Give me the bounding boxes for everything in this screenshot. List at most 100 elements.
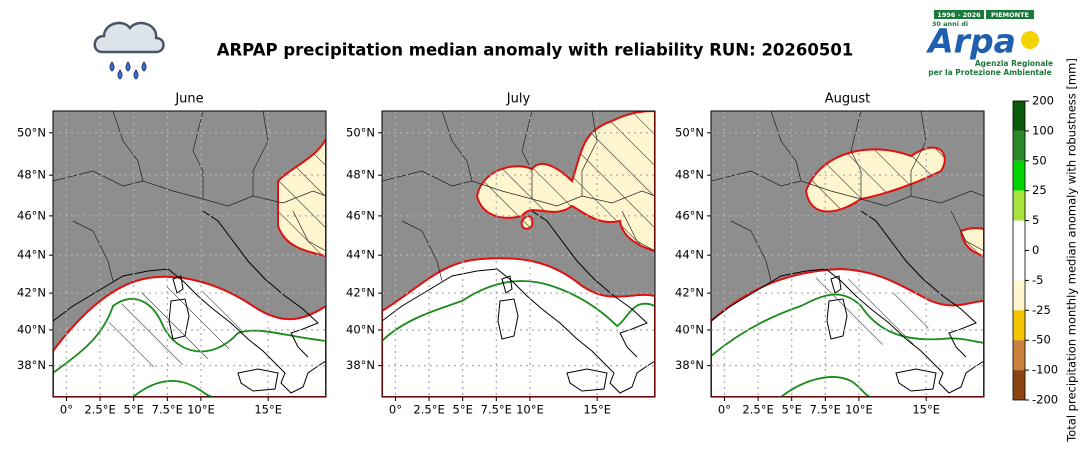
logo: 1996 - 2026 PIEMONTE 30 anni di Arpa Age… bbox=[925, 10, 1053, 77]
lat-tick-label: 46°N bbox=[346, 208, 375, 222]
map-frame bbox=[381, 110, 656, 398]
colorbar-tick-label: -100 bbox=[1032, 363, 1058, 377]
panel-title: July bbox=[506, 92, 531, 107]
lon-tick-label: 15°E bbox=[254, 403, 282, 417]
lat-tick-label: 50°N bbox=[17, 125, 46, 139]
panel-title: June bbox=[174, 92, 203, 107]
colorbar-tick-label: 5 bbox=[1032, 213, 1039, 227]
colorbar-tick-label: 0 bbox=[1032, 243, 1039, 257]
lat-tick-label: 46°N bbox=[675, 208, 704, 222]
hatched-area bbox=[806, 147, 945, 212]
lat-tick-label: 48°N bbox=[17, 168, 46, 182]
colorbar-tick-label: -5 bbox=[1032, 273, 1043, 287]
colorbar-segment bbox=[1013, 220, 1025, 251]
colorbar-segment bbox=[1013, 250, 1025, 281]
map-panel: July 50°N 48°N 46°N 44°N 42°N 40°N 38°N 0° 2.5°E 5… bbox=[346, 92, 656, 417]
logo-region: PIEMONTE bbox=[991, 11, 1029, 19]
panel-title: August bbox=[825, 92, 871, 107]
colorbar-tick-label: 200 bbox=[1032, 94, 1054, 108]
lat-tick-label: 50°N bbox=[675, 125, 704, 139]
lat-tick-label: 40°N bbox=[346, 322, 375, 336]
map-panel: August 50°N 48°N 46°N 44°N 42°N 40°N 38°N 0° 2.5°… bbox=[675, 92, 985, 417]
colorbar-tick-label: -50 bbox=[1032, 333, 1051, 347]
logo-anniversary: 30 anni di bbox=[932, 20, 968, 28]
island bbox=[497, 275, 608, 392]
robust-contour bbox=[53, 275, 326, 397]
logo-name: Arpa bbox=[925, 22, 1016, 61]
map-frame bbox=[52, 110, 327, 398]
lat-tick-label: 48°N bbox=[675, 168, 704, 182]
lon-tick-label: 5°E bbox=[453, 403, 473, 417]
colorbar-tick-label: 25 bbox=[1032, 183, 1047, 197]
lon-tick-label: 0° bbox=[60, 403, 73, 417]
lon-tick-label: 5°E bbox=[782, 403, 802, 417]
coastline bbox=[711, 210, 984, 394]
colorbar-tick-label: -25 bbox=[1032, 303, 1051, 317]
border bbox=[711, 111, 984, 282]
median-contour bbox=[711, 293, 984, 357]
lat-tick-label: 48°N bbox=[346, 168, 375, 182]
logo-region-box bbox=[986, 10, 1034, 19]
colorbar-label: Total precipitation monthly median anoma… bbox=[1065, 58, 1079, 443]
robust-contour bbox=[959, 227, 984, 258]
colorbar-tick-label: 100 bbox=[1032, 123, 1054, 137]
reliable-area bbox=[711, 269, 984, 397]
colorbar-segment bbox=[1013, 340, 1025, 371]
map-panel: June 50°N 48°N 46°N 44°N 42°N 40°N 38°N 0° 2.5°E 5… bbox=[17, 92, 327, 417]
lon-tick-label: 7.5°E bbox=[481, 403, 512, 417]
lon-tick-label: 2.5°E bbox=[413, 403, 444, 417]
colorbar-segment bbox=[1013, 130, 1025, 161]
robust-contour bbox=[277, 138, 326, 258]
lon-tick-label: 2.5°E bbox=[742, 403, 773, 417]
colorbar-segment bbox=[1013, 280, 1025, 311]
lon-tick-label: 0° bbox=[389, 403, 402, 417]
border bbox=[53, 111, 326, 282]
rain-icon bbox=[93, 21, 165, 80]
lat-tick-label: 42°N bbox=[17, 286, 46, 300]
lon-tick-label: 15°E bbox=[583, 403, 611, 417]
logo-badge-text: 1996 - 2026 bbox=[937, 11, 981, 19]
lat-tick-label: 40°N bbox=[675, 322, 704, 336]
lon-tick-label: 10°E bbox=[187, 403, 215, 417]
colorbar-segment bbox=[1013, 310, 1025, 341]
lon-tick-label: 5°E bbox=[124, 403, 144, 417]
hatched-area bbox=[278, 139, 326, 256]
lat-tick-label: 42°N bbox=[675, 286, 704, 300]
colorbar-segment bbox=[1013, 190, 1025, 221]
coastline bbox=[382, 210, 655, 394]
hatched-area bbox=[961, 228, 984, 256]
logo-badge bbox=[934, 10, 984, 19]
map-area bbox=[711, 111, 984, 397]
logo-agency: per la Protezione Ambientale bbox=[928, 68, 1051, 77]
colorbar-segment bbox=[1013, 370, 1025, 400]
lat-tick-label: 44°N bbox=[17, 248, 46, 262]
map-area bbox=[53, 111, 326, 397]
lon-tick-label: 2.5°E bbox=[84, 403, 115, 417]
colorbar-tick-label: -200 bbox=[1032, 393, 1058, 407]
colorbar-tick-label: 50 bbox=[1032, 153, 1047, 167]
lat-tick-label: 44°N bbox=[346, 248, 375, 262]
lat-tick-label: 38°N bbox=[346, 358, 375, 372]
lon-tick-label: 7.5°E bbox=[152, 403, 183, 417]
lat-tick-label: 46°N bbox=[17, 208, 46, 222]
coastline bbox=[53, 210, 326, 394]
map-area bbox=[382, 111, 655, 397]
robust-contour bbox=[804, 146, 946, 213]
map-frame bbox=[710, 110, 985, 398]
island bbox=[168, 275, 279, 392]
lon-tick-label: 15°E bbox=[912, 403, 940, 417]
median-contour bbox=[382, 280, 655, 342]
lon-tick-label: 10°E bbox=[516, 403, 544, 417]
lat-tick-label: 38°N bbox=[675, 358, 704, 372]
lat-tick-label: 40°N bbox=[17, 322, 46, 336]
lon-tick-label: 7.5°E bbox=[810, 403, 841, 417]
colorbar-segment bbox=[1013, 160, 1025, 191]
border bbox=[382, 111, 655, 282]
median-contour bbox=[780, 376, 872, 397]
lat-tick-label: 42°N bbox=[346, 286, 375, 300]
lat-tick-label: 50°N bbox=[346, 125, 375, 139]
median-contour bbox=[132, 379, 214, 397]
lat-tick-label: 44°N bbox=[675, 248, 704, 262]
